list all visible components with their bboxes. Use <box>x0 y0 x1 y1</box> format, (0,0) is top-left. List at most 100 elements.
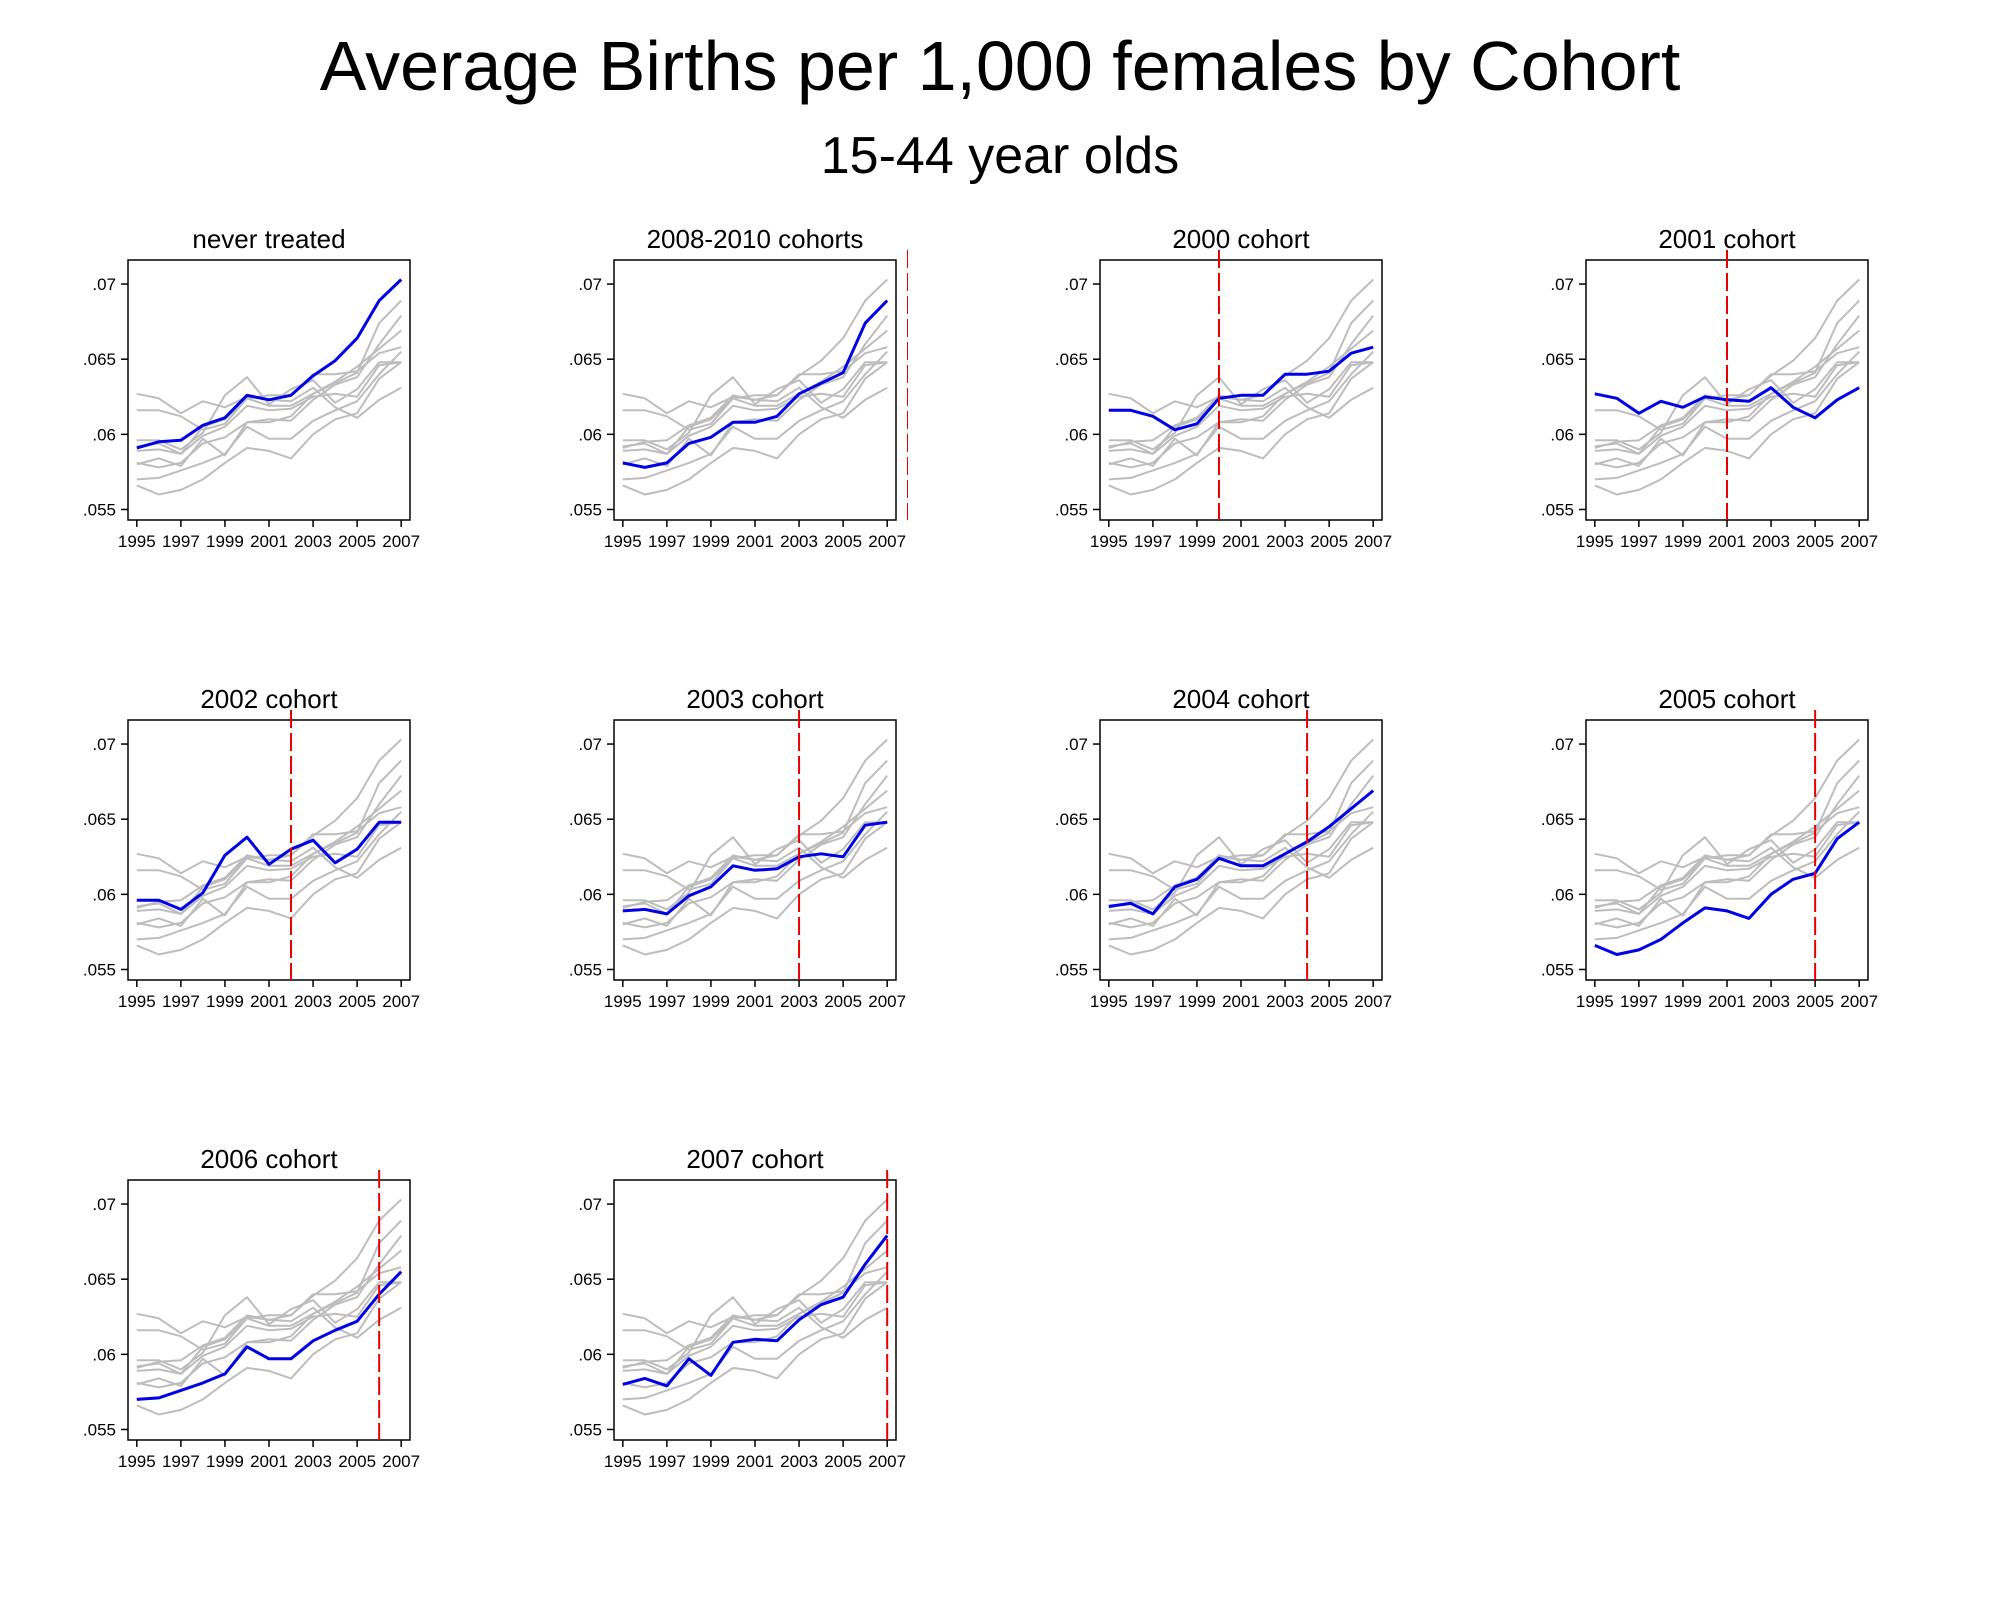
x-tick-label: 1995 <box>118 992 156 1008</box>
panel-title: 2003 cohort <box>686 684 824 714</box>
series-line-background <box>622 1266 888 1351</box>
y-tick-label: .055 <box>1541 500 1574 519</box>
x-tick-label: 1995 <box>604 992 642 1008</box>
y-tick-label: .06 <box>578 425 602 444</box>
panel-6: 2004 cohort .055 .06 .065 .07 1995 1997 1999 200… <box>1024 678 1394 1013</box>
y-tick-label: .06 <box>1064 425 1088 444</box>
x-tick-label: 1997 <box>1134 532 1172 548</box>
series-line-background <box>136 811 402 941</box>
x-tick-label: 1997 <box>162 1452 200 1468</box>
y-tick-label: .065 <box>1055 810 1088 829</box>
x-tick-label: 1997 <box>1620 532 1658 548</box>
y-tick-label: .07 <box>1550 275 1574 294</box>
series-line-highlight <box>622 1234 889 1388</box>
x-tick-label: 2001 <box>250 1452 288 1468</box>
series-line-background <box>1108 361 1374 451</box>
series-line-background <box>1108 329 1374 455</box>
y-tick-label: .06 <box>92 425 116 444</box>
panel-title: 2008-2010 cohorts <box>647 224 864 254</box>
x-tick-label: 2001 <box>736 532 774 548</box>
series-line-highlight <box>622 299 889 469</box>
panel-3: 2001 cohort .055 .06 .065 .07 1995 1997 1999 200… <box>1510 218 1880 553</box>
x-tick-label: 2005 <box>824 992 862 1008</box>
x-tick-label: 2005 <box>338 1452 376 1468</box>
panel-chart: 2005 cohort .055 .06 .065 .07 1995 1997 1999 200… <box>1541 684 1878 1011</box>
panel-chart: 2004 cohort .055 .06 .065 .07 1995 1997 1999 200… <box>1055 684 1392 1011</box>
series-line-background <box>622 386 888 419</box>
x-tick-label: 1997 <box>648 1452 686 1468</box>
panel-0: never treated .055 .06 .065 .07 1995 1997 1999 2… <box>52 218 422 553</box>
panel-chart: 2006 cohort .055 .06 .065 .07 1995 1997 1999 200… <box>83 1144 420 1471</box>
series-line-background <box>1108 759 1374 929</box>
x-tick-label: 1999 <box>692 532 730 548</box>
y-tick-label: .06 <box>92 1345 116 1364</box>
x-tick-label: 2007 <box>868 992 906 1008</box>
x-tick-label: 1997 <box>1134 992 1172 1008</box>
panel-chart: never treated .055 .06 .065 .07 1995 1997 1999 2… <box>83 224 420 551</box>
y-tick-label: .055 <box>83 500 116 519</box>
x-tick-label: 1999 <box>1664 992 1702 1008</box>
y-tick-label: .065 <box>83 350 116 369</box>
x-tick-label: 1999 <box>206 532 244 548</box>
y-tick-label: .065 <box>1541 810 1574 829</box>
y-tick-label: .055 <box>1541 960 1574 979</box>
x-tick-label: 2007 <box>1354 532 1392 548</box>
series-line-highlight <box>1594 821 1861 956</box>
panel-chart: 2002 cohort .055 .06 .065 .07 1995 1997 1999 200… <box>83 684 420 1011</box>
x-tick-label: 1999 <box>692 992 730 1008</box>
x-tick-label: 1999 <box>206 1452 244 1468</box>
series-line-background <box>1108 811 1374 941</box>
series-line-background <box>622 361 888 496</box>
y-tick-label: .06 <box>1550 425 1574 444</box>
x-tick-label: 2005 <box>1796 992 1834 1008</box>
series-line-highlight <box>136 278 403 450</box>
y-tick-label: .07 <box>1064 735 1088 754</box>
y-tick-label: .065 <box>83 810 116 829</box>
chart-title: Average Births per 1,000 females by Coho… <box>319 27 1681 105</box>
y-tick-label: .06 <box>1550 885 1574 904</box>
series-line-background <box>1108 351 1374 481</box>
x-tick-label: 1995 <box>604 532 642 548</box>
series-line-background <box>136 806 402 891</box>
x-tick-label: 1995 <box>118 532 156 548</box>
series-line-background <box>136 351 402 481</box>
chart-subtitle: 15-44 year olds <box>820 127 1180 185</box>
x-tick-label: 2007 <box>382 992 420 1008</box>
x-tick-label: 1999 <box>1178 992 1216 1008</box>
series-line-background <box>1108 821 1374 956</box>
x-tick-label: 2003 <box>780 532 818 548</box>
x-tick-label: 2007 <box>1840 992 1878 1008</box>
x-tick-label: 1995 <box>118 1452 156 1468</box>
panel-title: 2007 cohort <box>686 1144 824 1174</box>
y-tick-label: .055 <box>569 500 602 519</box>
series-line-background <box>136 361 402 451</box>
y-tick-label: .06 <box>578 1345 602 1364</box>
panel-1: 2008-2010 cohorts .055 .06 .065 .07 1995 1997 1… <box>538 218 909 553</box>
series-line-background <box>1108 314 1374 467</box>
y-tick-label: .065 <box>83 1270 116 1289</box>
plot-frame <box>613 1179 897 1441</box>
x-tick-label: 2001 <box>1222 532 1260 548</box>
panel-chart: 2003 cohort .055 .06 .065 .07 1995 1997 1999 200… <box>569 684 906 1011</box>
x-tick-label: 2003 <box>780 1452 818 1468</box>
x-tick-label: 2007 <box>382 1452 420 1468</box>
series-line-background <box>136 789 402 915</box>
x-tick-label: 2001 <box>250 532 288 548</box>
x-tick-label: 1997 <box>162 992 200 1008</box>
plot-frame <box>1099 259 1383 521</box>
panel-8: 2006 cohort .055 .06 .065 .07 1995 1997 1999 200… <box>52 1138 422 1473</box>
y-tick-label: .06 <box>1064 885 1088 904</box>
plot-frame <box>1585 719 1869 981</box>
x-tick-label: 2003 <box>780 992 818 1008</box>
series-line-highlight <box>1108 345 1374 432</box>
x-tick-label: 2003 <box>1266 532 1304 548</box>
x-tick-label: 2003 <box>1752 992 1790 1008</box>
x-tick-label: 1997 <box>1620 992 1658 1008</box>
series-line-background <box>136 846 402 879</box>
x-tick-label: 2001 <box>1708 532 1746 548</box>
x-tick-label: 2003 <box>294 992 332 1008</box>
panel-2: 2000 cohort .055 .06 .065 .07 1995 1997 1999 200… <box>1024 218 1394 553</box>
x-tick-label: 1995 <box>1576 992 1614 1008</box>
series-line-background <box>136 1281 402 1371</box>
series-line-background <box>622 821 888 911</box>
